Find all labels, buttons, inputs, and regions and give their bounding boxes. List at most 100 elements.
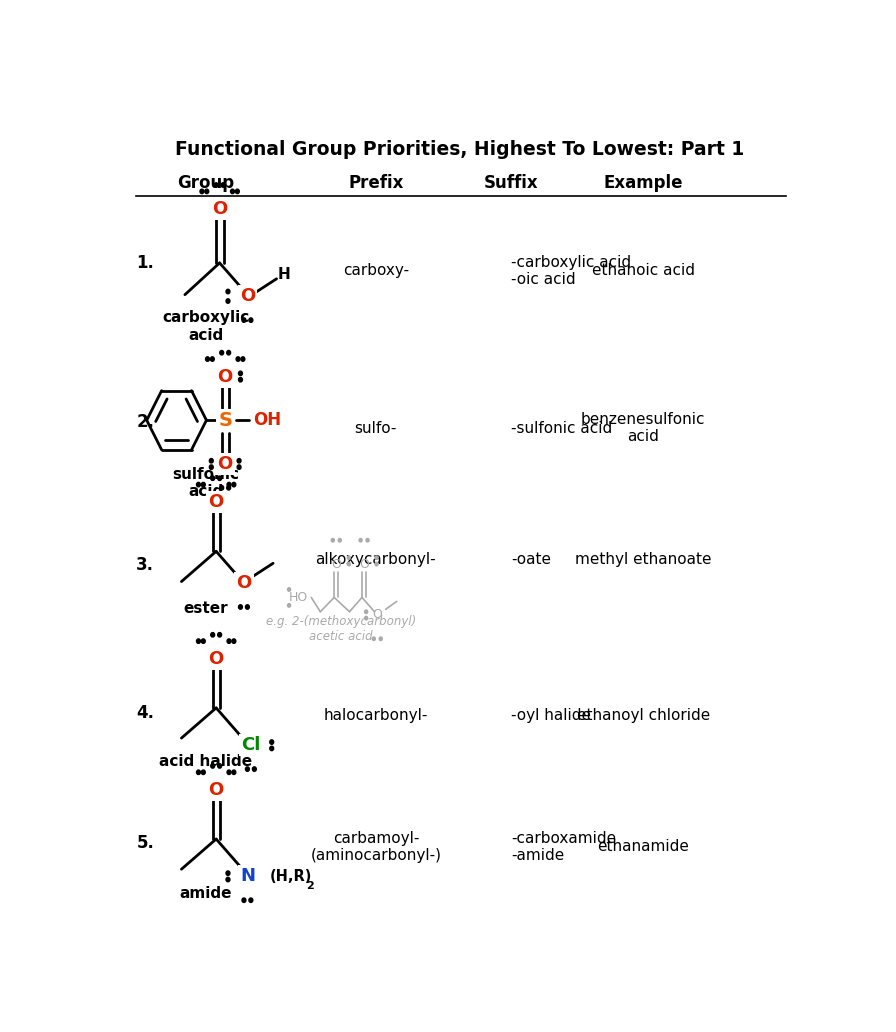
Circle shape: [232, 770, 236, 774]
Circle shape: [227, 486, 230, 490]
Circle shape: [202, 482, 205, 487]
Circle shape: [226, 877, 230, 881]
Circle shape: [211, 476, 215, 481]
Circle shape: [366, 539, 369, 542]
Circle shape: [241, 357, 245, 361]
Text: amide: amide: [179, 885, 232, 901]
Circle shape: [348, 562, 350, 566]
Text: e.g. 2-(methoxycarbonyl)
acetic acid: e.g. 2-(methoxycarbonyl) acetic acid: [266, 615, 417, 643]
Circle shape: [218, 476, 221, 481]
Circle shape: [220, 486, 224, 490]
Circle shape: [375, 556, 378, 559]
Circle shape: [196, 639, 201, 643]
Circle shape: [226, 289, 230, 294]
Text: O: O: [332, 557, 341, 571]
Circle shape: [227, 639, 231, 643]
Circle shape: [202, 639, 205, 643]
Text: 5.: 5.: [136, 834, 154, 852]
Circle shape: [246, 767, 249, 771]
Circle shape: [246, 605, 249, 609]
Circle shape: [270, 746, 273, 750]
Circle shape: [348, 556, 350, 559]
Circle shape: [288, 604, 290, 607]
Text: -sulfonic acid: -sulfonic acid: [512, 421, 613, 436]
Circle shape: [365, 610, 367, 613]
Circle shape: [249, 318, 253, 322]
Circle shape: [359, 539, 362, 542]
Circle shape: [218, 633, 221, 637]
Circle shape: [242, 318, 246, 322]
Text: alkoxycarbonyl-: alkoxycarbonyl-: [315, 552, 436, 567]
Circle shape: [270, 740, 273, 744]
Text: -oyl halide: -oyl halide: [512, 708, 591, 723]
Circle shape: [288, 588, 290, 591]
Text: (H,R): (H,R): [270, 869, 312, 883]
Circle shape: [249, 898, 253, 902]
Circle shape: [237, 458, 241, 463]
Text: S: S: [219, 411, 232, 429]
Text: 3.: 3.: [136, 556, 154, 574]
Text: Prefix: Prefix: [349, 174, 403, 192]
Text: benzenesulfonic
acid: benzenesulfonic acid: [581, 412, 705, 445]
Circle shape: [226, 871, 230, 875]
Text: OH: OH: [253, 411, 281, 429]
Circle shape: [230, 189, 235, 194]
Text: -carboxylic acid
-oic acid: -carboxylic acid -oic acid: [512, 255, 632, 287]
Circle shape: [238, 372, 243, 376]
Circle shape: [214, 183, 218, 187]
Circle shape: [236, 189, 239, 194]
Text: -carboxamide
-amide: -carboxamide -amide: [512, 831, 616, 863]
Text: ester: ester: [184, 601, 228, 616]
Text: O: O: [359, 557, 369, 571]
Circle shape: [375, 562, 378, 566]
Text: methyl ethanoate: methyl ethanoate: [575, 552, 711, 567]
Text: Functional Group Priorities, Highest To Lowest: Part 1: Functional Group Priorities, Highest To …: [175, 139, 744, 159]
Circle shape: [218, 764, 221, 768]
Circle shape: [200, 189, 204, 194]
Text: Cl: Cl: [241, 736, 261, 754]
Text: ethanamide: ethanamide: [598, 839, 689, 854]
Circle shape: [211, 764, 215, 768]
Circle shape: [202, 770, 205, 774]
Circle shape: [365, 616, 367, 620]
Circle shape: [211, 357, 214, 361]
Text: halocarbonyl-: halocarbonyl-: [323, 708, 428, 723]
Text: Group: Group: [177, 174, 235, 192]
Text: O: O: [212, 200, 228, 218]
Text: carboxylic
acid: carboxylic acid: [162, 311, 249, 343]
Circle shape: [210, 464, 213, 470]
Text: O: O: [240, 287, 255, 305]
Circle shape: [372, 637, 375, 641]
Circle shape: [236, 357, 240, 361]
Text: N: N: [240, 867, 254, 885]
Circle shape: [211, 633, 215, 637]
Circle shape: [227, 351, 230, 355]
Circle shape: [253, 767, 256, 771]
Circle shape: [227, 482, 231, 487]
Text: Suffix: Suffix: [484, 174, 538, 192]
Text: 2.: 2.: [136, 413, 154, 430]
Text: ethanoic acid: ethanoic acid: [591, 263, 694, 279]
Text: ethanoyl chloride: ethanoyl chloride: [577, 708, 710, 723]
Circle shape: [238, 378, 243, 382]
Text: acid halide: acid halide: [159, 754, 253, 770]
Text: carboxy-: carboxy-: [343, 263, 409, 279]
Circle shape: [210, 458, 213, 463]
Text: HO: HO: [289, 591, 307, 604]
Circle shape: [221, 183, 225, 187]
Text: sulfonic
acid: sulfonic acid: [172, 466, 239, 499]
Text: O: O: [373, 609, 383, 621]
Circle shape: [196, 770, 201, 774]
Circle shape: [332, 539, 334, 542]
Circle shape: [237, 464, 241, 470]
Text: -oate: -oate: [512, 552, 551, 567]
Text: H: H: [277, 267, 290, 283]
Circle shape: [232, 639, 236, 643]
Text: 1.: 1.: [136, 254, 154, 271]
Text: O: O: [209, 649, 224, 668]
Circle shape: [220, 351, 224, 355]
Text: sulfo-: sulfo-: [355, 421, 397, 436]
Circle shape: [205, 189, 209, 194]
Text: O: O: [209, 493, 224, 511]
Text: O: O: [218, 455, 233, 473]
